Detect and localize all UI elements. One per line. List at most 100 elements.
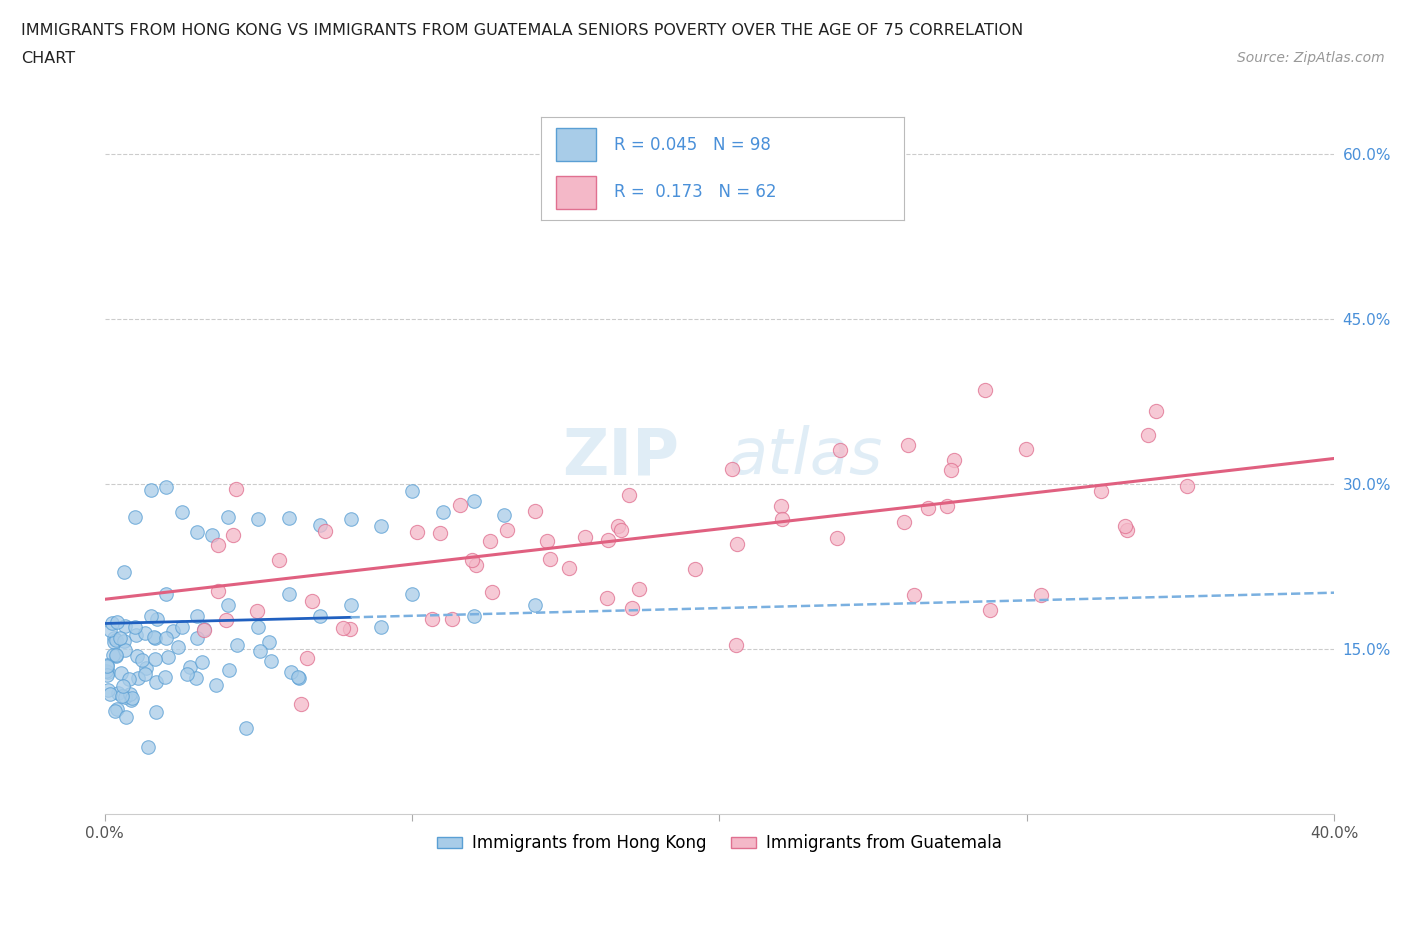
Point xyxy=(176,667,198,682)
Point xyxy=(440,612,463,627)
Point xyxy=(222,528,245,543)
Point xyxy=(942,452,965,467)
Point xyxy=(201,527,224,542)
Point xyxy=(166,640,188,655)
Point xyxy=(287,671,309,685)
Point xyxy=(917,500,939,515)
Point xyxy=(524,597,547,612)
Point xyxy=(155,479,177,494)
Point xyxy=(620,601,643,616)
Point xyxy=(225,482,247,497)
Point xyxy=(422,612,444,627)
Legend: Immigrants from Hong Kong, Immigrants from Guatemala: Immigrants from Hong Kong, Immigrants fr… xyxy=(430,828,1008,859)
Point xyxy=(118,671,141,686)
Point xyxy=(124,619,146,634)
Point xyxy=(295,651,318,666)
Point xyxy=(449,498,471,512)
Point xyxy=(138,739,160,754)
Point xyxy=(226,637,249,652)
Point xyxy=(370,619,392,634)
Point xyxy=(828,443,851,458)
Point xyxy=(98,622,121,637)
Point xyxy=(249,644,271,658)
Point xyxy=(1029,588,1052,603)
Point xyxy=(464,558,486,573)
Point xyxy=(186,525,208,539)
Point xyxy=(314,524,336,538)
Point xyxy=(770,498,793,513)
Point xyxy=(145,704,167,719)
Point xyxy=(1015,442,1038,457)
Point xyxy=(193,621,215,636)
Point xyxy=(98,687,121,702)
Point xyxy=(120,693,142,708)
Point xyxy=(96,668,118,683)
Point xyxy=(631,152,654,166)
Point xyxy=(103,631,125,645)
Text: IMMIGRANTS FROM HONG KONG VS IMMIGRANTS FROM GUATEMALA SENIORS POVERTY OVER THE : IMMIGRANTS FROM HONG KONG VS IMMIGRANTS … xyxy=(21,23,1024,38)
Point xyxy=(139,482,162,497)
Point xyxy=(157,650,180,665)
Point xyxy=(1175,478,1198,493)
Point xyxy=(135,660,157,675)
Point xyxy=(191,655,214,670)
Point xyxy=(105,701,128,716)
Point xyxy=(267,552,290,567)
Point xyxy=(97,683,120,698)
Point xyxy=(260,654,283,669)
Point xyxy=(278,586,301,601)
Point xyxy=(111,678,134,693)
Point xyxy=(235,720,257,735)
Point xyxy=(124,510,146,525)
Point xyxy=(207,584,229,599)
Point xyxy=(301,593,323,608)
Point xyxy=(125,648,148,663)
Point xyxy=(170,505,193,520)
Point xyxy=(596,591,619,605)
Point xyxy=(339,621,361,636)
Point xyxy=(1114,518,1136,533)
Point xyxy=(463,494,485,509)
Point xyxy=(524,504,547,519)
Point xyxy=(94,663,117,678)
Point xyxy=(432,505,454,520)
Point xyxy=(111,688,134,703)
Point xyxy=(1144,404,1167,418)
Point xyxy=(401,586,423,601)
Point xyxy=(104,704,127,719)
Point xyxy=(162,624,184,639)
Point xyxy=(478,533,501,548)
Point xyxy=(339,597,361,612)
Point xyxy=(105,615,128,630)
Point xyxy=(481,584,503,599)
Point xyxy=(146,612,169,627)
Point xyxy=(979,603,1001,618)
Point xyxy=(903,588,925,603)
Point xyxy=(494,508,516,523)
Point xyxy=(558,561,581,576)
Point xyxy=(186,631,208,645)
Point xyxy=(170,619,193,634)
Point xyxy=(827,530,849,545)
Point xyxy=(685,562,707,577)
Point xyxy=(720,461,742,476)
Point xyxy=(112,633,135,648)
Point xyxy=(725,637,748,652)
Point xyxy=(131,653,153,668)
Point xyxy=(287,670,309,684)
Point xyxy=(186,608,208,623)
Point xyxy=(96,658,118,672)
Point xyxy=(114,643,136,658)
Point xyxy=(115,710,138,724)
Point xyxy=(770,512,793,526)
Point xyxy=(339,512,361,526)
Point xyxy=(893,515,915,530)
Point xyxy=(257,635,280,650)
Point xyxy=(97,664,120,679)
Point xyxy=(290,697,312,711)
Point xyxy=(112,565,135,579)
Point xyxy=(897,438,920,453)
Point xyxy=(143,630,166,644)
Point xyxy=(134,667,156,682)
Point xyxy=(308,608,330,623)
